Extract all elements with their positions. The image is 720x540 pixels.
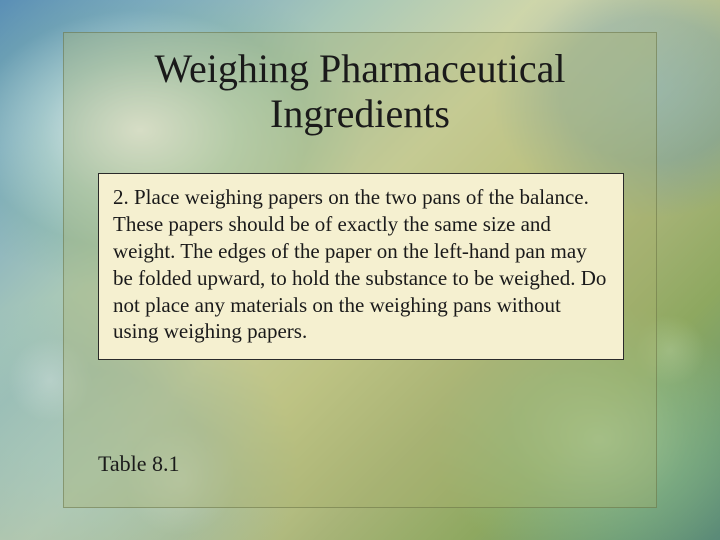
- instruction-body: 2. Place weighing papers on the two pans…: [113, 184, 609, 345]
- instruction-textbox: 2. Place weighing papers on the two pans…: [98, 173, 624, 360]
- table-caption: Table 8.1: [98, 451, 180, 477]
- slide-panel: Weighing Pharmaceutical Ingredients 2. P…: [63, 32, 657, 508]
- slide-title: Weighing Pharmaceutical Ingredients: [64, 47, 656, 137]
